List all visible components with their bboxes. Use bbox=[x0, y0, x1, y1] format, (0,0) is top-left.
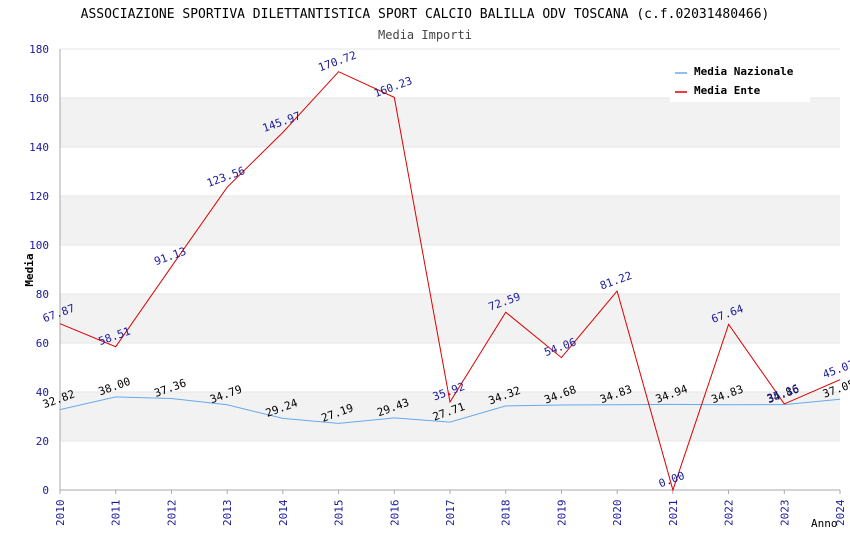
y-tick-label: 100 bbox=[29, 239, 49, 252]
x-tick-label: 2020 bbox=[611, 500, 624, 527]
y-tick-label: 60 bbox=[36, 337, 49, 350]
x-tick-label: 2016 bbox=[388, 500, 401, 527]
data-label-media-ente: 170.72 bbox=[316, 49, 358, 75]
x-tick-label: 2023 bbox=[778, 500, 791, 527]
series-line-media-ente bbox=[59, 71, 841, 492]
legend-label-media-nazionale: Media Nazionale bbox=[694, 65, 794, 78]
x-tick-label: 2018 bbox=[500, 500, 513, 527]
chart-subtitle: Media Importi bbox=[378, 28, 472, 42]
x-tick-label: 2021 bbox=[667, 500, 680, 527]
y-tick-label: 40 bbox=[36, 386, 49, 399]
x-tick-label: 2019 bbox=[555, 500, 568, 527]
data-label-media-ente: 123.56 bbox=[205, 164, 247, 190]
x-tick-label: 2017 bbox=[444, 500, 457, 527]
legend: Media Nazionale Media Ente bbox=[670, 60, 810, 102]
x-tick-label: 2014 bbox=[277, 499, 290, 526]
x-tick-label: 2012 bbox=[165, 500, 178, 527]
chart-title: ASSOCIAZIONE SPORTIVA DILETTANTISTICA SP… bbox=[81, 7, 770, 22]
series-lines bbox=[59, 71, 841, 492]
y-tick-label: 120 bbox=[29, 190, 49, 203]
grid-band bbox=[60, 196, 840, 245]
data-label-media-ente: 81.22 bbox=[598, 269, 634, 293]
y-tick-label: 20 bbox=[36, 435, 49, 448]
grid-band bbox=[60, 98, 840, 147]
data-label-media-ente: 45.03 bbox=[821, 358, 850, 382]
y-tick-labels: 0 20 40 60 80 100 120 140 160 180 bbox=[29, 43, 49, 497]
series-line-media-nazionale bbox=[59, 396, 841, 424]
x-axis-label: Anno bbox=[811, 517, 838, 530]
data-label-media-ente: 91.13 bbox=[152, 245, 188, 269]
y-tick-label: 180 bbox=[29, 43, 49, 56]
x-tick-label: 2013 bbox=[221, 500, 234, 527]
x-tick-label: 2022 bbox=[723, 500, 736, 527]
y-tick-label: 160 bbox=[29, 92, 49, 105]
legend-box bbox=[670, 60, 810, 102]
y-tick-label: 0 bbox=[42, 484, 49, 497]
y-axis-label: Media bbox=[23, 253, 36, 286]
y-tick-label: 80 bbox=[36, 288, 49, 301]
y-tick-label: 140 bbox=[29, 141, 49, 154]
x-tick-label: 2011 bbox=[110, 500, 123, 527]
x-tick-label: 2015 bbox=[333, 500, 346, 527]
grid-band bbox=[60, 294, 840, 343]
x-tick-label: 2010 bbox=[54, 500, 67, 527]
x-tick-labels: 2010 2011 2012 2013 2014 2015 2016 2017 2018 2019… bbox=[54, 490, 847, 526]
x-tick-label: 2024 bbox=[834, 499, 847, 526]
legend-label-media-ente: Media Ente bbox=[694, 84, 761, 97]
data-label-media-ente: 160.23 bbox=[372, 74, 414, 100]
